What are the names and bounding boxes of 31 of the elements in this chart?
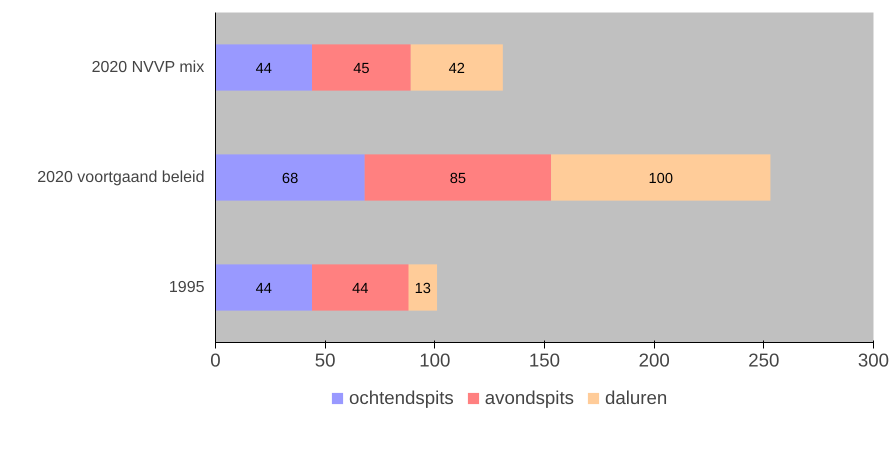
data-label: 45 [353,61,370,77]
data-label: 44 [256,281,272,297]
bar [408,264,438,311]
bar [216,264,312,311]
bar [216,154,365,201]
bar [312,264,409,311]
bar [312,44,411,91]
data-label: 42 [448,61,465,77]
y-tick-label: 2020 NVVP mix [92,59,204,76]
bar [410,44,503,91]
data-label: 44 [256,61,272,77]
legend-label: avondspits [484,387,574,409]
x-tick-label: 300 [858,350,890,370]
bar [364,154,552,201]
data-label: 85 [450,171,466,187]
data-label: 13 [414,281,431,297]
x-tick-label: 100 [419,350,450,370]
x-tick-label: 150 [528,350,560,370]
bar [551,154,770,201]
x-tick-label: 250 [748,350,780,370]
data-label: 44 [352,281,368,297]
x-tick-label: 0 [210,350,221,370]
x-tick-label: 200 [638,350,670,370]
data-label: 100 [648,171,673,187]
bar [216,44,312,91]
y-tick-label: 2020 voortgaand beleid [37,169,204,186]
legend-label: daluren [604,387,668,409]
data-label: 68 [282,171,298,187]
y-tick-label: 1995 [168,279,205,296]
legend-label: ochtendspits [349,387,454,409]
x-tick-label: 50 [314,350,336,370]
